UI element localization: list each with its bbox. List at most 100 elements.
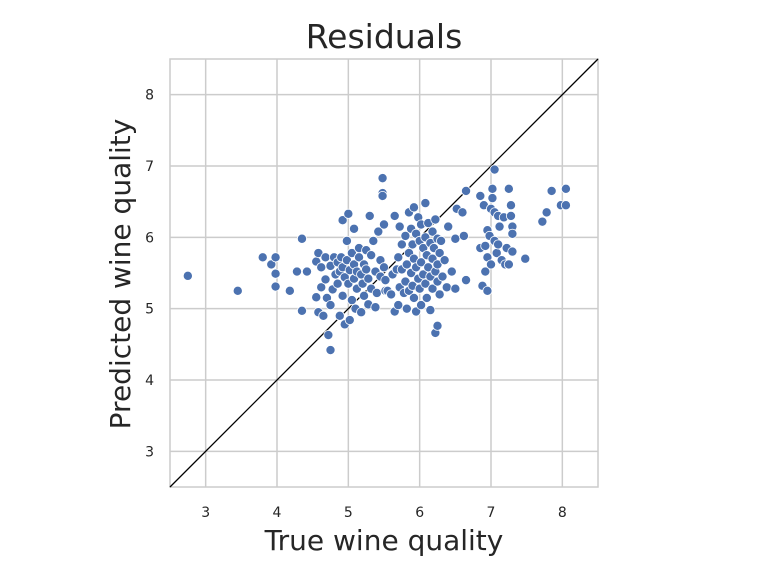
data-point bbox=[346, 295, 357, 306]
x-axis-label: True wine quality bbox=[264, 524, 504, 557]
data-point bbox=[356, 307, 367, 318]
data-point bbox=[378, 262, 389, 273]
data-point bbox=[489, 164, 500, 175]
data-point bbox=[182, 270, 193, 281]
data-point bbox=[270, 252, 281, 263]
data-point bbox=[520, 253, 531, 264]
data-point bbox=[377, 173, 388, 184]
x-tick-label: 3 bbox=[201, 505, 210, 521]
data-point bbox=[359, 290, 370, 301]
data-point bbox=[311, 292, 322, 303]
data-point bbox=[301, 266, 312, 277]
data-point bbox=[408, 292, 419, 303]
data-point bbox=[232, 285, 243, 296]
data-point bbox=[337, 290, 348, 301]
data-point bbox=[370, 302, 381, 313]
data-point bbox=[373, 226, 384, 237]
data-point bbox=[325, 345, 336, 356]
data-point bbox=[425, 305, 436, 316]
data-point bbox=[341, 235, 352, 246]
data-point bbox=[371, 287, 382, 298]
data-point bbox=[434, 248, 445, 259]
data-point bbox=[363, 273, 374, 284]
data-point bbox=[537, 216, 548, 227]
data-point bbox=[332, 278, 343, 289]
data-point bbox=[485, 259, 496, 270]
data-point bbox=[439, 255, 450, 266]
data-point bbox=[505, 200, 516, 211]
x-tick-label: 6 bbox=[415, 505, 424, 521]
data-point bbox=[487, 193, 498, 204]
data-point bbox=[427, 283, 438, 294]
data-point bbox=[401, 303, 412, 314]
data-point bbox=[396, 239, 407, 250]
data-point bbox=[394, 221, 405, 232]
data-point bbox=[487, 183, 498, 194]
x-tick-label: 4 bbox=[273, 505, 282, 521]
data-point bbox=[320, 274, 331, 285]
data-point bbox=[507, 228, 518, 239]
data-point bbox=[446, 266, 457, 277]
x-tick-label: 7 bbox=[487, 505, 496, 521]
data-point bbox=[270, 281, 281, 292]
data-point bbox=[361, 264, 372, 275]
data-point bbox=[458, 230, 469, 241]
data-point bbox=[400, 230, 411, 241]
data-point bbox=[377, 190, 388, 201]
data-point bbox=[334, 310, 345, 321]
data-point bbox=[257, 252, 268, 263]
data-point bbox=[457, 207, 468, 218]
data-point bbox=[441, 282, 452, 293]
data-point bbox=[401, 259, 412, 270]
data-point bbox=[316, 282, 327, 293]
data-point bbox=[420, 278, 431, 289]
data-point bbox=[427, 226, 438, 237]
x-tick-label: 8 bbox=[558, 505, 567, 521]
data-point bbox=[366, 250, 377, 261]
data-point bbox=[432, 320, 443, 331]
data-point bbox=[296, 233, 307, 244]
data-point bbox=[408, 202, 419, 213]
data-point bbox=[343, 208, 354, 219]
data-point bbox=[349, 223, 360, 234]
data-point bbox=[420, 198, 431, 209]
data-point bbox=[393, 252, 404, 263]
data-point bbox=[318, 310, 329, 321]
y-tick-label: 6 bbox=[145, 230, 154, 246]
y-tick-label: 5 bbox=[145, 302, 154, 318]
data-point bbox=[437, 271, 448, 282]
data-point bbox=[270, 268, 281, 279]
y-tick-label: 8 bbox=[145, 88, 154, 104]
data-point bbox=[475, 190, 486, 201]
data-point bbox=[443, 221, 454, 232]
plot-frame bbox=[169, 58, 599, 488]
data-point bbox=[480, 266, 491, 277]
data-point bbox=[450, 233, 461, 244]
data-point bbox=[296, 305, 307, 316]
data-point bbox=[291, 266, 302, 277]
y-tick-label: 7 bbox=[145, 159, 154, 175]
data-point bbox=[450, 283, 461, 294]
data-point bbox=[434, 289, 445, 300]
data-point bbox=[421, 292, 432, 303]
identity-line bbox=[169, 58, 599, 488]
data-point bbox=[368, 235, 379, 246]
x-tick-label: 5 bbox=[344, 505, 353, 521]
data-point bbox=[480, 240, 491, 251]
data-point bbox=[493, 239, 504, 250]
y-tick-labels: 3 4 5 6 7 8 bbox=[145, 88, 154, 461]
data-point bbox=[416, 300, 427, 311]
data-point bbox=[560, 200, 571, 211]
data-point bbox=[378, 219, 389, 230]
data-point bbox=[482, 285, 493, 296]
y-tick-label: 3 bbox=[145, 444, 154, 460]
data-point bbox=[436, 235, 447, 246]
data-point bbox=[494, 221, 505, 232]
data-point bbox=[505, 210, 516, 221]
chart-title: Residuals bbox=[306, 17, 463, 56]
data-point bbox=[316, 262, 327, 273]
data-point bbox=[416, 257, 427, 268]
data-point bbox=[320, 252, 331, 263]
grid bbox=[170, 59, 598, 487]
